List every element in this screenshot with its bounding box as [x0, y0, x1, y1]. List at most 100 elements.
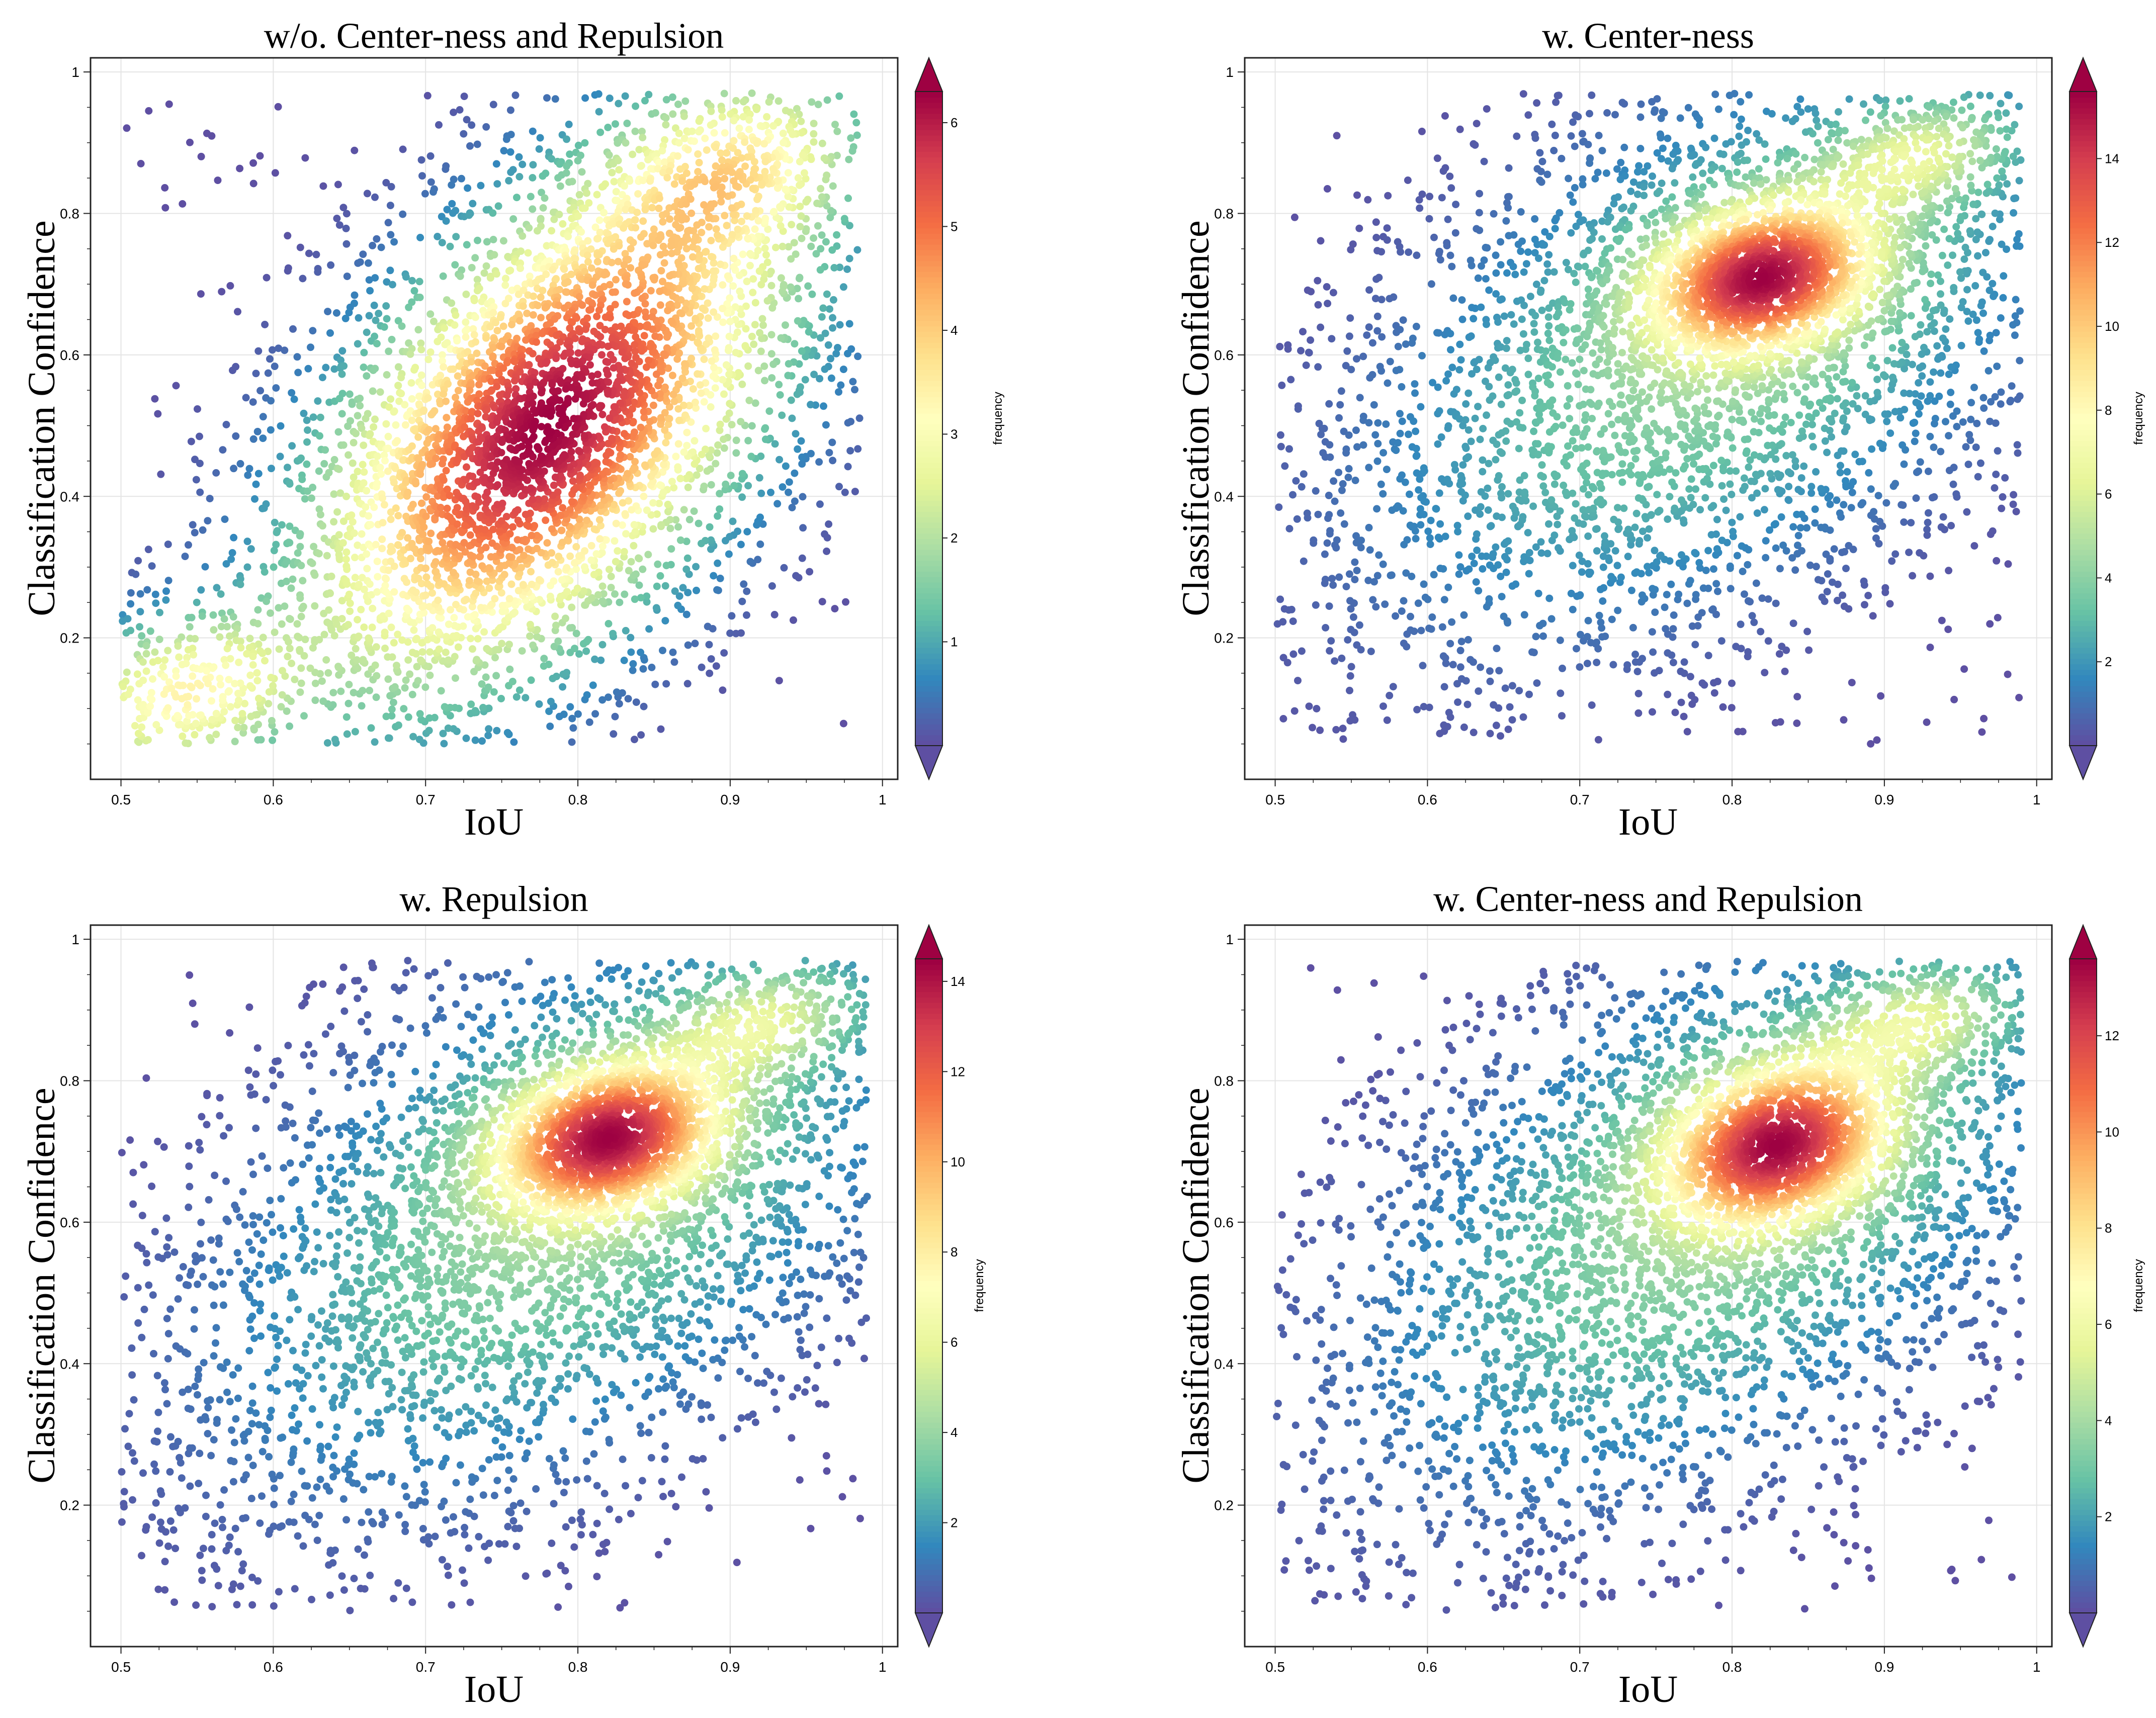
scatter-point: [478, 298, 486, 306]
scatter-point: [568, 714, 576, 722]
scatter-point: [460, 453, 468, 461]
scatter-point: [470, 297, 478, 305]
scatter-point: [587, 556, 595, 564]
scatter-point: [288, 389, 296, 397]
scatter-point: [742, 302, 750, 310]
scatter-point: [365, 312, 373, 320]
scatter-point: [610, 403, 618, 411]
scatter-point: [538, 189, 545, 197]
scatter-point: [795, 295, 803, 303]
colorbar-band: [915, 680, 942, 686]
scatter-point: [574, 157, 582, 165]
scatter-point: [348, 511, 356, 519]
scatter-point: [756, 329, 764, 337]
scatter-point: [453, 520, 461, 528]
scatter-point: [598, 351, 606, 359]
colorbar-band: [915, 102, 942, 109]
scatter-point: [330, 456, 338, 464]
scatter-point: [381, 628, 389, 637]
scatter-point: [814, 101, 822, 109]
scatter-point: [381, 582, 389, 590]
scatter-point: [571, 375, 579, 383]
scatter-point: [714, 441, 722, 449]
scatter-point: [615, 242, 623, 250]
scatter-point: [669, 391, 677, 398]
scatter-point: [193, 598, 201, 606]
scatter-point: [303, 438, 311, 446]
scatter-point: [548, 559, 556, 567]
scatter-point: [724, 272, 732, 280]
scatter-point: [442, 165, 450, 173]
scatter-point: [466, 142, 474, 150]
scatter-point: [631, 127, 639, 135]
scatter-point: [621, 182, 628, 190]
scatter-point: [523, 309, 531, 317]
scatter-point: [680, 448, 688, 456]
scatter-point: [704, 622, 712, 630]
scatter-point: [472, 338, 479, 346]
scatter-point: [473, 287, 481, 295]
scatter-point: [204, 680, 212, 687]
scatter-point: [442, 397, 450, 405]
scatter-point: [795, 110, 803, 118]
scatter-point: [707, 481, 715, 489]
scatter-point: [344, 451, 353, 459]
scatter-point: [829, 457, 837, 465]
scatter-point: [552, 621, 560, 629]
scatter-point: [606, 414, 614, 422]
scatter-point: [842, 598, 849, 606]
scatter-point: [647, 287, 655, 295]
scatter-point: [142, 650, 150, 658]
scatter-point: [696, 381, 704, 389]
colorbar-band: [915, 206, 942, 212]
scatter-point: [253, 427, 262, 435]
scatter-point: [605, 693, 612, 701]
scatter-point: [568, 603, 576, 611]
scatter-point: [723, 167, 731, 175]
scatter-point: [453, 578, 461, 586]
scatter-point: [196, 432, 203, 440]
scatter-point: [629, 418, 637, 426]
colorbar-band: [915, 265, 942, 272]
scatter-point: [818, 598, 826, 606]
scatter-point: [425, 537, 433, 546]
scatter-point: [701, 285, 709, 293]
scatter-point: [469, 200, 477, 208]
scatter-point: [788, 504, 796, 511]
scatter-point: [777, 334, 785, 342]
scatter-point: [482, 673, 490, 681]
scatter-point: [643, 598, 651, 606]
colorbar-band: [915, 533, 942, 539]
scatter-point: [394, 512, 402, 520]
scatter-point: [595, 108, 603, 116]
scatter-point: [695, 158, 703, 166]
colorbar-band: [915, 451, 942, 458]
scatter-point: [839, 283, 847, 291]
scatter-point: [234, 724, 242, 732]
scatter-point: [825, 520, 833, 528]
scatter-point: [235, 696, 242, 704]
scatter-point: [181, 553, 189, 561]
scatter-point: [432, 425, 440, 433]
scatter-point: [675, 139, 683, 147]
scatter-point: [572, 484, 580, 492]
scatter-point: [743, 212, 751, 220]
scatter-point: [578, 301, 586, 309]
scatter-point: [382, 575, 390, 583]
scatter-point: [763, 113, 771, 121]
scatter-point: [829, 182, 837, 190]
colorbar-band: [915, 119, 942, 125]
scatter-point: [410, 366, 418, 374]
scatter-point: [734, 172, 742, 180]
scatter-point: [625, 567, 633, 575]
scatter-point: [656, 287, 664, 295]
scatter-point: [622, 626, 630, 635]
colorbar-band: [915, 598, 942, 605]
scatter-point: [641, 461, 649, 469]
scatter-point: [285, 638, 293, 646]
scatter-point: [739, 98, 747, 106]
scatter-point: [587, 541, 595, 550]
scatter-point: [402, 273, 410, 281]
scatter-point: [754, 367, 762, 375]
scatter-point: [620, 548, 628, 556]
